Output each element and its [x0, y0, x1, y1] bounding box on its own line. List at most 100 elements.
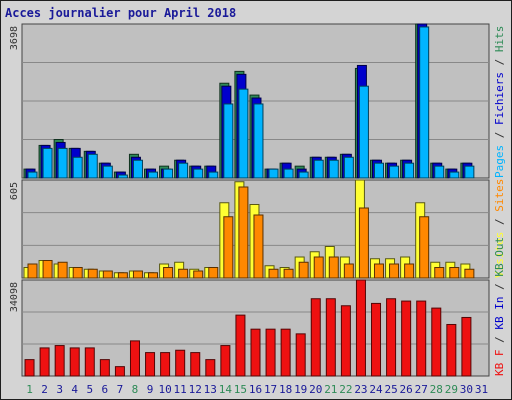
bar-pages-day-7 [117, 174, 128, 179]
day-label-27: 27 [415, 383, 428, 396]
bar-kb-f-day-5 [84, 347, 95, 377]
bar-sites-day-12 [193, 270, 204, 279]
bar-sites-day-24 [373, 263, 384, 279]
day-label-4: 4 [71, 383, 78, 396]
bar-kb-f-day-13 [205, 359, 216, 377]
day-label-30: 30 [460, 383, 473, 396]
day-labels: 1 2 3 4 5 6 7 8 9 10 11 12 13 14 15 16 17 18 19 20 21 22 23 24 2… [26, 383, 488, 396]
bar-sites-day-4 [72, 267, 83, 279]
bar-sites-day-18 [283, 268, 294, 279]
legend-separator: / [493, 125, 506, 145]
bar-kb-f-day-15 [235, 314, 246, 377]
day-label-24: 24 [369, 383, 383, 396]
day-label-28: 28 [430, 383, 443, 396]
day-label-26: 26 [400, 383, 413, 396]
bar-pages-day-22 [343, 156, 354, 179]
bar-kb-f-day-9 [145, 352, 156, 377]
day-label-12: 12 [189, 383, 202, 396]
bar-sites-day-20 [313, 256, 324, 279]
bar-kb-f-day-23 [355, 279, 366, 377]
day-label-9: 9 [147, 383, 154, 396]
bar-pages-day-13 [208, 171, 219, 179]
day-label-7: 7 [117, 383, 124, 396]
bar-pages-day-6 [102, 165, 113, 179]
bar-pages-day-11 [178, 162, 189, 179]
day-label-5: 5 [86, 383, 93, 396]
bar-pages-day-4 [72, 156, 83, 179]
chart-panel-kbf: 34098 KB F / KB In / KB Out [9, 237, 506, 377]
y-max-label: 3698 [9, 26, 20, 50]
bar-sites-day-15 [238, 186, 249, 279]
bar-sites-day-2 [42, 260, 53, 279]
bar-pages-day-15 [238, 88, 249, 179]
bar-sites-day-26 [404, 263, 415, 279]
legend-entry: KB Out [493, 237, 506, 277]
bar-kb-f-day-29 [446, 323, 457, 377]
bar-sites-day-28 [434, 267, 445, 279]
bar-pages-day-24 [373, 162, 384, 179]
bar-sites-day-9 [148, 272, 159, 279]
day-label-3: 3 [56, 383, 63, 396]
bar-kb-f-day-7 [114, 366, 125, 377]
bar-sites-day-5 [87, 268, 98, 279]
bar-kb-f-day-4 [69, 347, 80, 377]
legend-entry: Fichiers [493, 72, 506, 125]
bar-sites-day-27 [419, 216, 430, 279]
day-label-1: 1 [26, 383, 33, 396]
bar-kb-f-day-30 [461, 316, 472, 377]
bar-sites-day-30 [464, 268, 475, 279]
legend-entry: Hits [493, 26, 506, 53]
bar-pages-day-10 [163, 168, 174, 179]
day-label-10: 10 [158, 383, 171, 396]
bar-sites-day-17 [268, 268, 279, 279]
day-label-22: 22 [339, 383, 352, 396]
day-label-14: 14 [219, 383, 233, 396]
bar-pages-day-3 [57, 147, 68, 179]
bar-kb-f-day-11 [175, 349, 186, 377]
bar-kb-f-day-12 [190, 352, 201, 377]
bar-sites-day-6 [102, 270, 113, 279]
bar-kb-f-day-24 [371, 302, 382, 377]
bar-pages-day-14 [223, 103, 234, 179]
bar-sites-day-21 [328, 256, 339, 279]
bar-pages-day-21 [328, 159, 339, 179]
bar-kb-f-day-21 [325, 298, 336, 377]
y-max-label: 34098 [9, 282, 20, 312]
bar-sites-day-16 [253, 214, 264, 279]
bar-pages-day-17 [268, 168, 279, 179]
bar-pages-day-1 [27, 171, 38, 179]
bar-pages-day-12 [193, 168, 204, 179]
bar-kb-f-day-27 [416, 300, 427, 377]
bar-sites-day-10 [163, 267, 174, 279]
bar-kb-f-day-14 [220, 345, 231, 377]
day-label-29: 29 [445, 383, 458, 396]
bar-pages-day-26 [404, 162, 415, 179]
bar-kb-f-day-2 [39, 347, 50, 377]
chart-title: Acces journalier pour April 2018 [5, 6, 237, 20]
bar-sites-day-22 [343, 263, 354, 279]
day-label-31: 31 [475, 383, 488, 396]
bar-sites-day-25 [389, 263, 400, 279]
bar-pages-day-27 [419, 26, 430, 179]
legend-hits-files-pages: Pages / Fichiers / Hits [493, 26, 506, 178]
day-label-8: 8 [132, 383, 139, 396]
legend-entry: Visites [493, 232, 506, 278]
bar-pages-day-23 [358, 85, 369, 179]
bar-kb-f-day-18 [280, 328, 291, 377]
bar-pages-day-2 [42, 147, 53, 179]
bar-pages-day-18 [283, 168, 294, 179]
legend-entry: KB F [493, 350, 506, 377]
day-label-2: 2 [41, 383, 48, 396]
day-label-11: 11 [174, 383, 187, 396]
bar-pages-day-9 [148, 171, 159, 179]
legend-separator: / [493, 330, 506, 350]
bar-sites-day-14 [223, 216, 234, 279]
bar-sites-day-7 [117, 272, 128, 279]
bar-pages-day-8 [132, 159, 143, 179]
bar-kb-f-day-28 [431, 307, 442, 377]
bar-sites-day-23 [358, 207, 369, 279]
day-label-16: 16 [249, 383, 262, 396]
bar-kb-f-day-17 [265, 328, 276, 377]
bar-sites-day-29 [449, 267, 460, 279]
bar-pages-day-28 [434, 165, 445, 179]
